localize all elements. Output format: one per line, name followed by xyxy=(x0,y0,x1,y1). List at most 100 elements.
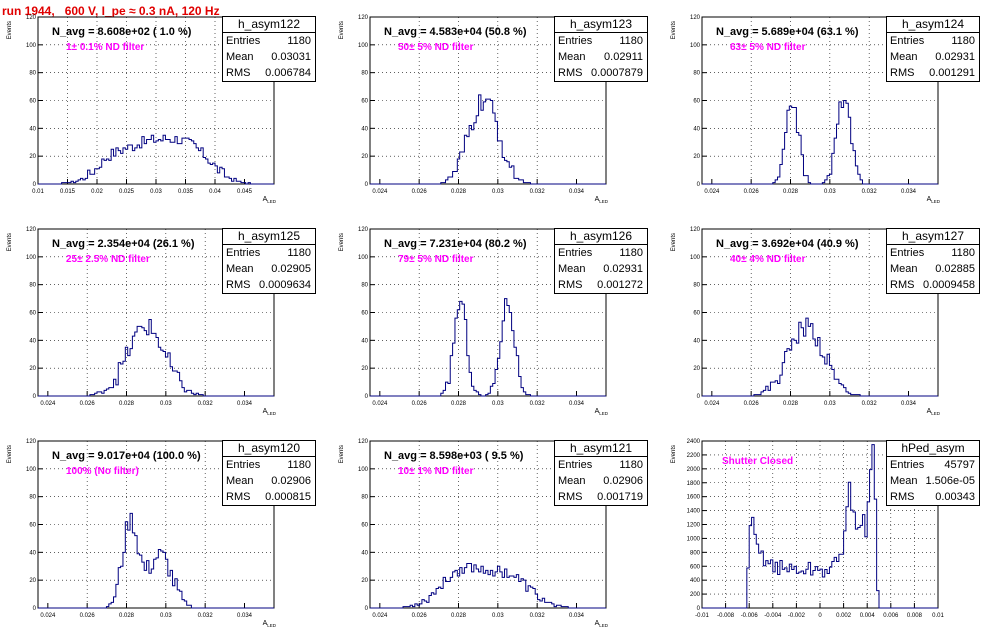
stats-row-mean: Mean 0.02885 xyxy=(887,261,979,277)
y-tick-label: 1800 xyxy=(687,481,701,487)
stats-row-mean: Mean 0.02906 xyxy=(555,473,647,489)
y-tick-label: 120 xyxy=(358,227,369,233)
x-tick-label: 0.032 xyxy=(862,189,878,195)
stats-value-mean: 0.02906 xyxy=(271,475,311,487)
stats-label-mean: Mean xyxy=(558,51,586,63)
y-tick-label: 80 xyxy=(693,71,700,77)
y-tick-label: 80 xyxy=(361,495,368,501)
n-avg-label: N_avg = 8.608e+02 ( 1.0 %) xyxy=(52,26,192,38)
x-tick-label: 0.034 xyxy=(237,613,253,619)
stats-value-mean: 0.02885 xyxy=(935,263,975,275)
y-axis-label: Events xyxy=(339,233,345,251)
y-tick-label: 0 xyxy=(33,394,37,400)
histogram-name: h_asym121 xyxy=(555,441,647,457)
y-tick-label: 1400 xyxy=(687,509,701,515)
stats-value-rms: 0.001272 xyxy=(597,279,643,291)
y-tick-label: 200 xyxy=(690,592,701,598)
y-tick-label: 2000 xyxy=(687,467,701,473)
histogram-series xyxy=(370,298,606,397)
n-avg-label: N_avg = 7.231e+04 (80.2 %) xyxy=(384,238,527,250)
stats-label-rms: RMS xyxy=(890,67,915,79)
stats-row-rms: RMS 0.000815 xyxy=(223,489,315,505)
filter-label: 79± 5% ND filter xyxy=(398,254,474,265)
stats-value-mean: 0.02911 xyxy=(604,51,643,63)
stats-label-rms: RMS xyxy=(558,279,583,291)
x-tick-label: 0.008 xyxy=(907,613,923,619)
stats-value-mean: 0.02931 xyxy=(603,263,643,275)
y-axis-label: Events xyxy=(339,21,345,39)
y-axis-label: Events xyxy=(671,21,677,39)
stats-label-entries: Entries xyxy=(226,35,261,47)
x-tick-label: 0.028 xyxy=(783,189,799,195)
histogram-series xyxy=(38,318,274,397)
x-tick-label: 0.028 xyxy=(119,401,135,407)
stats-value-entries: 1180 xyxy=(951,35,975,47)
x-tick-label: 0.004 xyxy=(860,613,876,619)
n-avg-label: N_avg = 3.692e+04 (40.9 %) xyxy=(716,238,859,250)
stats-value-entries: 1180 xyxy=(287,35,311,47)
histogram-plot: 0 200 400 600 800 1000 1200 1400 1600 1800 2000 220… xyxy=(671,439,944,619)
y-tick-label: 20 xyxy=(693,366,700,372)
stats-label-rms: RMS xyxy=(226,491,251,503)
y-axis-label: Events xyxy=(671,233,677,251)
y-tick-label: 1600 xyxy=(687,495,701,501)
stats-value-rms: 0.0009634 xyxy=(259,279,311,291)
x-tick-label: 0.024 xyxy=(372,189,388,195)
stats-label-entries: Entries xyxy=(558,35,593,47)
y-tick-label: 40 xyxy=(29,338,36,344)
stats-label-rms: RMS xyxy=(558,67,583,79)
stats-label-mean: Mean xyxy=(890,263,918,275)
x-tick-label: 0.028 xyxy=(451,401,467,407)
y-tick-label: 100 xyxy=(26,255,37,261)
stats-value-rms: 0.001719 xyxy=(597,491,643,503)
x-tick-label: 0.034 xyxy=(569,613,585,619)
histogram-series xyxy=(702,100,938,185)
stats-label-entries: Entries xyxy=(890,459,925,471)
x-tick-label: 0.024 xyxy=(704,189,720,195)
stats-label-rms: RMS xyxy=(890,279,915,291)
y-tick-label: 600 xyxy=(690,564,701,570)
x-axis-label: ALED xyxy=(595,408,609,416)
x-tick-label: 0.032 xyxy=(198,613,214,619)
run-title: run 1944, 600 V, I_pe ≈ 0.3 nA, 120 Hz xyxy=(2,4,220,18)
stats-label-entries: Entries xyxy=(558,247,593,259)
y-tick-label: 40 xyxy=(693,338,700,344)
x-tick-label: 0.03 xyxy=(824,401,836,407)
y-tick-label: 40 xyxy=(29,126,36,132)
y-tick-label: 40 xyxy=(29,550,36,556)
y-tick-label: 120 xyxy=(26,15,37,21)
histogram-name: h_asym127 xyxy=(887,229,979,245)
stats-row-mean: Mean 1.506e-05 xyxy=(887,473,979,489)
y-tick-label: 40 xyxy=(361,338,368,344)
stats-label-entries: Entries xyxy=(226,459,261,471)
stats-label-mean: Mean xyxy=(226,475,254,487)
y-axis-label: Events xyxy=(7,21,13,39)
stats-label-entries: Entries xyxy=(890,247,925,259)
y-tick-label: 100 xyxy=(690,255,701,261)
stats-row-rms: RMS 0.001719 xyxy=(555,489,647,505)
histogram-pad-h_asym120: 0 20 40 60 80 100 120 0.024 0.026 0.028 0.03 0.032 0… xyxy=(0,424,330,632)
histogram-name: h_asym123 xyxy=(555,17,647,33)
x-tick-label: 0.03 xyxy=(824,189,836,195)
x-tick-label: 0.026 xyxy=(412,613,428,619)
stats-value-entries: 1180 xyxy=(951,247,975,259)
x-tick-label: 0.03 xyxy=(492,189,504,195)
x-axis-label: ALED xyxy=(927,408,941,416)
histogram-name: h_asym126 xyxy=(555,229,647,245)
histogram-pad-h_asym127: 0 20 40 60 80 100 120 0.024 0.026 0.028 0.03 0.032 0… xyxy=(664,212,994,420)
stats-row-mean: Mean 0.02905 xyxy=(223,261,315,277)
y-tick-label: 60 xyxy=(29,523,36,529)
x-tick-label: 0.024 xyxy=(40,613,56,619)
y-tick-label: 60 xyxy=(29,311,36,317)
histogram-series xyxy=(370,94,606,185)
stats-label-mean: Mean xyxy=(890,475,918,487)
x-tick-label: 0.034 xyxy=(569,401,585,407)
y-tick-label: 80 xyxy=(693,283,700,289)
y-tick-label: 2400 xyxy=(687,439,701,445)
x-tick-label: 0.032 xyxy=(530,401,546,407)
y-axis-label: Events xyxy=(7,233,13,251)
x-tick-label: 0.045 xyxy=(237,189,253,195)
y-tick-label: 120 xyxy=(690,15,701,21)
y-tick-label: 0 xyxy=(33,606,37,612)
x-tick-label: 0.03 xyxy=(150,189,162,195)
